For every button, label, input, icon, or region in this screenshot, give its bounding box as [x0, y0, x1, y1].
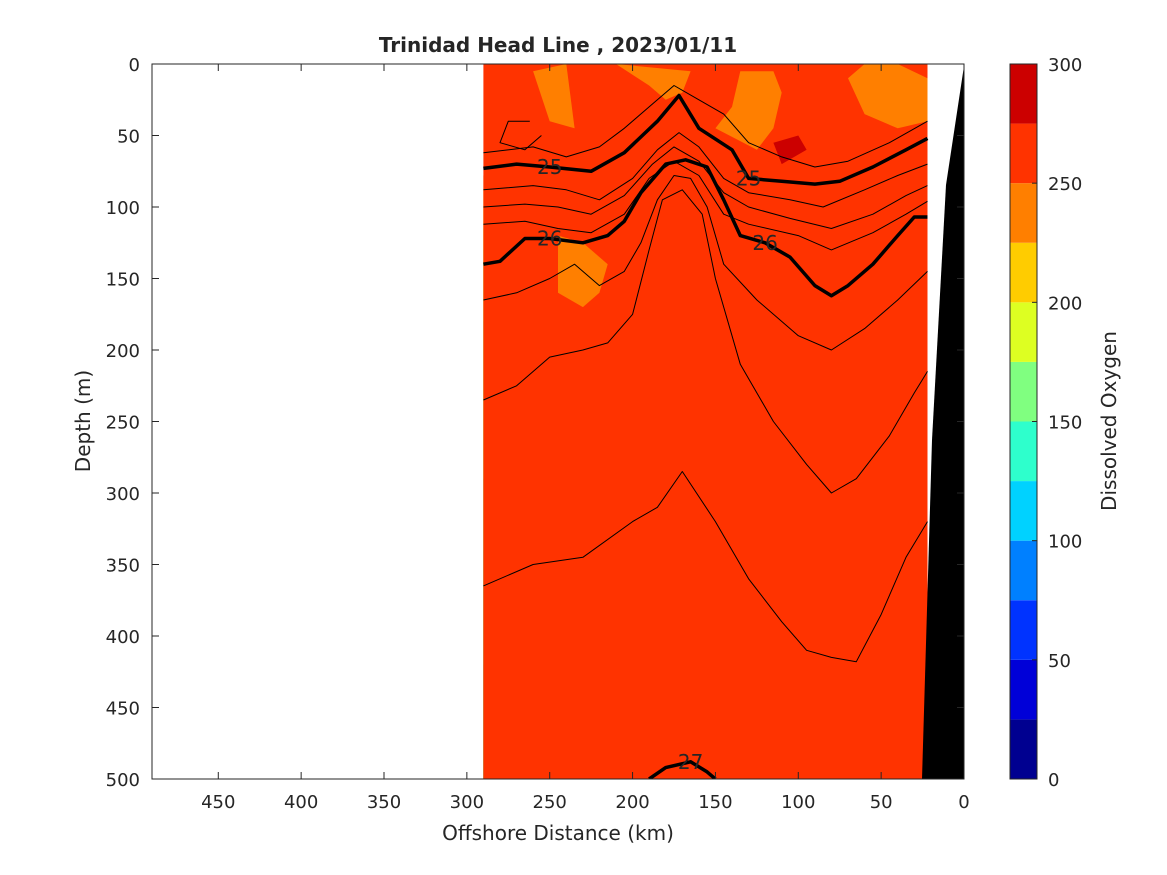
x-tick-label: 450	[201, 792, 235, 813]
contour-label-right-0: 25	[736, 166, 761, 190]
colorbar-swatch-6	[1010, 361, 1037, 422]
contour-label-2: 27	[678, 750, 703, 774]
x-axis: 450 400 350 300 250 200 150 100 50 0	[201, 64, 970, 813]
x-tick-label: 250	[533, 792, 567, 813]
colorbar-swatch-0	[1010, 719, 1037, 779]
colorbar-swatch-8	[1010, 242, 1037, 303]
density-contour-7	[483, 160, 928, 251]
contour-label-1: 26	[537, 226, 562, 250]
density-contour-5	[483, 132, 928, 208]
y-axis: 0 50 100 150 200 250 300 350 400 450 500	[106, 55, 964, 791]
colorbar-swatch-10	[1010, 123, 1037, 184]
colorbar-swatch-5	[1010, 421, 1037, 482]
density-contour-0	[483, 93, 929, 186]
y-axis-label: Depth (m)	[71, 370, 95, 472]
y-tick-label: 150	[106, 270, 140, 291]
y-tick-label: 200	[106, 341, 140, 362]
oxygen-patch-3	[848, 64, 928, 129]
y-tick-label: 50	[117, 127, 140, 148]
y-tick-label: 300	[106, 484, 140, 505]
y-tick-label: 400	[106, 627, 140, 648]
colorbar-swatch-2	[1010, 600, 1037, 660]
density-contour-3	[499, 120, 542, 151]
density-contour-10	[483, 471, 928, 663]
oxygen-fill-layer	[483, 64, 928, 779]
colorbar-swatch-4	[1010, 481, 1037, 541]
oxygen-patch-1	[616, 64, 691, 100]
colorbar-tick-label: 100	[1048, 532, 1082, 553]
x-tick-label: 150	[698, 792, 732, 813]
density-contour-4	[483, 85, 928, 168]
colorbar-tick-label: 200	[1048, 293, 1082, 314]
colorbar-swatch-1	[1010, 659, 1037, 720]
x-tick-label: 400	[284, 792, 318, 813]
oxygen-patch-2	[715, 71, 782, 150]
bathymetry-layer	[922, 64, 964, 779]
colorbar-tick-label: 300	[1048, 55, 1082, 76]
colorbar-tick-label: 50	[1048, 651, 1071, 672]
x-axis-label: Offshore Distance (km)	[442, 821, 674, 845]
y-tick-label: 100	[106, 198, 140, 219]
colorbar-swatch-3	[1010, 540, 1037, 601]
oxygen-band-9	[483, 64, 928, 779]
colorbar-swatch-7	[1010, 302, 1037, 362]
x-tick-label: 200	[615, 792, 649, 813]
density-contour-6	[483, 146, 928, 229]
density-contour-layer: 25 26 27 25 26	[483, 85, 929, 779]
colorbar-swatch-11	[1010, 64, 1037, 124]
chart-title: Trinidad Head Line , 2023/01/11	[379, 33, 737, 57]
y-tick-label: 0	[129, 55, 140, 76]
colorbar-tick-label: 150	[1048, 413, 1082, 434]
density-contour-9	[483, 189, 928, 494]
density-contour-1	[483, 158, 928, 298]
colorbar-tick-label: 250	[1048, 174, 1082, 195]
x-tick-label: 300	[450, 792, 484, 813]
x-tick-label: 0	[958, 792, 969, 813]
oxygen-patch-0	[533, 64, 575, 129]
colorbar-label: Dissolved Oxygen	[1097, 331, 1121, 511]
colorbar-swatch-9	[1010, 183, 1037, 243]
seafloor-wedge	[922, 66, 964, 779]
contour-label-0: 25	[537, 155, 562, 179]
x-tick-label: 100	[781, 792, 815, 813]
colorbar: 0 50 100 150 200 250 300	[1009, 55, 1082, 791]
contour-label-right-1: 26	[752, 231, 777, 255]
x-tick-label: 50	[870, 792, 893, 813]
x-tick-label: 350	[367, 792, 401, 813]
y-tick-label: 250	[106, 413, 140, 434]
y-tick-label: 500	[106, 770, 140, 791]
density-contour-2	[648, 760, 717, 779]
y-tick-label: 450	[106, 699, 140, 720]
density-contour-8	[483, 175, 928, 351]
y-tick-label: 350	[106, 556, 140, 577]
colorbar-tick-label: 0	[1048, 770, 1059, 791]
